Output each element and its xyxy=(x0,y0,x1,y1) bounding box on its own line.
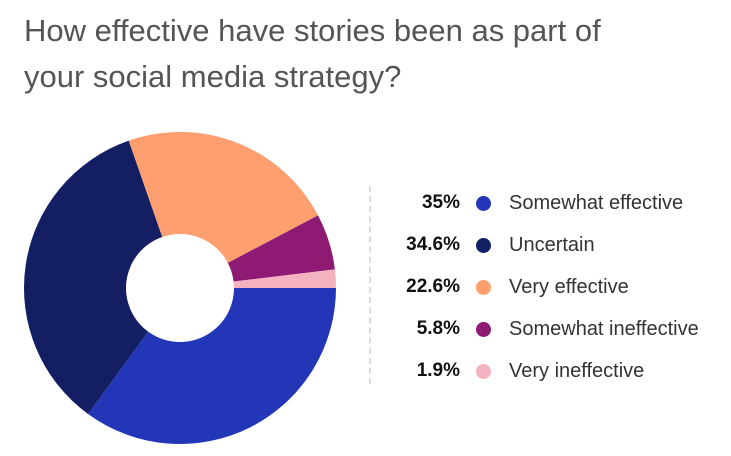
legend-swatch xyxy=(476,363,491,379)
legend-label: Very ineffective xyxy=(509,359,645,382)
legend-item-uncertain: 34.6% Uncertain xyxy=(371,230,726,260)
legend-item-very-ineffective: 1.9% Very ineffective xyxy=(371,356,726,386)
legend-swatch xyxy=(476,195,491,211)
legend-item-somewhat-effective: 35% Somewhat effective xyxy=(371,188,726,218)
legend-label: Very effective xyxy=(509,275,629,298)
legend-label: Somewhat ineffective xyxy=(509,317,699,340)
slice-very-ineffective xyxy=(233,269,336,288)
legend-item-very-effective: 22.6% Very effective xyxy=(371,272,726,302)
legend-swatch xyxy=(476,279,491,295)
legend-swatch xyxy=(476,321,491,337)
legend-label: Somewhat effective xyxy=(509,191,684,214)
legend-value: 22.6% xyxy=(406,276,460,297)
legend-value: 5.8% xyxy=(416,318,460,339)
legend-item-somewhat-ineffective: 5.8% Somewhat ineffective xyxy=(371,314,726,344)
slice-somewhat-ineffective xyxy=(227,215,335,282)
legend-value: 34.6% xyxy=(406,234,460,255)
slice-uncertain xyxy=(23,140,163,415)
legend-swatch xyxy=(476,237,491,253)
legend-label: Uncertain xyxy=(509,233,595,256)
slice-very-effective xyxy=(128,131,319,263)
legend-value: 1.9% xyxy=(416,360,460,381)
slice-somewhat-effective xyxy=(88,288,337,444)
chart-title: How effective have stories been as part … xyxy=(24,13,601,94)
legend: 35% Somewhat effective 34.6% Uncertain 2… xyxy=(369,186,726,384)
legend-value: 35% xyxy=(421,192,460,213)
